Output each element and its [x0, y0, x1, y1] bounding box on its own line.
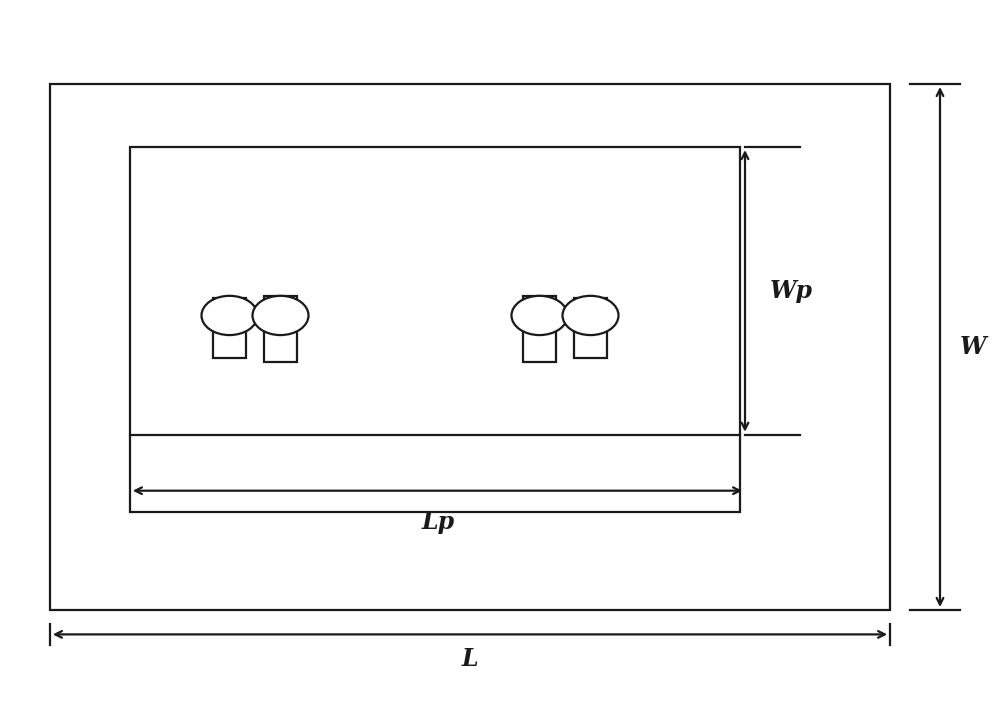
- Circle shape: [252, 296, 308, 335]
- Circle shape: [202, 296, 258, 335]
- Bar: [50, 84, 890, 610]
- Bar: [574, 298, 607, 358]
- Bar: [523, 296, 556, 362]
- Circle shape: [562, 296, 618, 335]
- Text: L: L: [462, 647, 478, 671]
- Bar: [264, 296, 297, 362]
- Bar: [130, 147, 740, 512]
- Text: Lp: Lp: [421, 510, 455, 534]
- Text: W: W: [960, 335, 986, 359]
- Bar: [213, 298, 246, 358]
- Text: Wp: Wp: [770, 279, 813, 303]
- Circle shape: [512, 296, 568, 335]
